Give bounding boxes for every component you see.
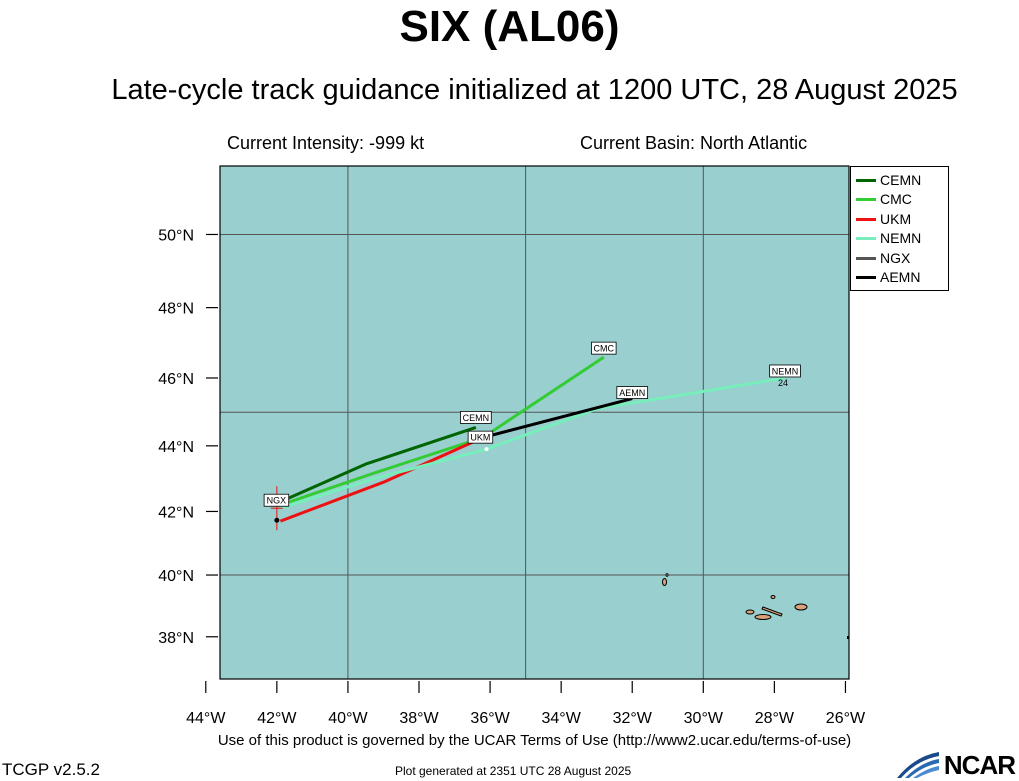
- track-label-cemn: CEMN: [460, 411, 492, 424]
- axis-ticks: 44°W 42°W 40°W 38°W 36°W 34°W 32°W 30°W 28°W 26°W…: [158, 227, 866, 727]
- track-label-box: [263, 493, 290, 507]
- lat-tick-label: 40°N: [158, 568, 194, 585]
- legend-swatch: [856, 217, 876, 221]
- island-sao-miguel-edge: [847, 636, 849, 639]
- legend-swatch: [856, 276, 876, 279]
- lon-tick-label: 40°W: [328, 710, 368, 727]
- ncar-swoosh-icon: [897, 752, 939, 778]
- track-label-box: [460, 411, 492, 424]
- track-label-text: CEMN: [463, 413, 490, 423]
- terms-of-use: Use of this product is governed by the U…: [217, 732, 852, 749]
- ocean-area: [220, 166, 849, 679]
- lat-tick-label: 42°N: [158, 504, 194, 521]
- lon-tick-label: 28°W: [755, 710, 795, 727]
- legend-swatch: [856, 237, 876, 241]
- track-ukm: [279, 437, 481, 523]
- track-label-text: UKM: [470, 433, 490, 443]
- track-label-nemn: NEMN: [769, 364, 801, 378]
- track-label-text: NEMN: [772, 366, 799, 376]
- lon-tick-label: 32°W: [613, 710, 653, 727]
- legend-label: NEMN: [880, 230, 922, 247]
- page-title: SIX (AL06): [399, 2, 620, 51]
- track-label-box: [769, 364, 801, 378]
- legend-label: AEMN: [880, 269, 921, 285]
- current-position-marker: [270, 486, 283, 531]
- lon-tick-label: 30°W: [684, 710, 724, 727]
- lat-tick-label: 50°N: [158, 227, 194, 244]
- generated-timestamp: Plot generated at 2351 UTC 28 August 202…: [395, 764, 632, 778]
- track-end-labels: CEMN CMC UKM NEMN 24 NGX AEMN: [263, 341, 801, 507]
- track-label-text: CMC: [594, 344, 615, 354]
- current-intensity: Current Intensity: -999 kt: [227, 133, 425, 153]
- legend-swatch: [856, 256, 876, 260]
- lat-tick-label: 44°N: [158, 439, 194, 456]
- lat-tick-label: 48°N: [158, 301, 194, 318]
- track-label-box: [467, 430, 494, 444]
- legend-swatch: [856, 179, 876, 182]
- track-label-cmc: CMC: [591, 341, 617, 355]
- lat-tick-label: 38°N: [158, 630, 194, 647]
- island-faial: [745, 609, 755, 615]
- lon-tick-label: 42°W: [257, 710, 297, 727]
- track-hour-label: 24: [778, 378, 788, 388]
- lon-tick-label: 34°W: [542, 710, 582, 727]
- current-position-dot: [274, 517, 280, 523]
- track-label-ukm: UKM: [467, 430, 494, 444]
- track-label-aemn: AEMN: [616, 386, 649, 399]
- lon-tick-label: 26°W: [826, 710, 866, 727]
- lon-tick-label: 44°W: [186, 710, 226, 727]
- island-pico: [754, 614, 772, 620]
- track-aemn: [482, 397, 633, 439]
- track-cemn: [279, 425, 477, 504]
- current-basin: Current Basin: North Atlantic: [580, 133, 808, 153]
- map-gridlines: [220, 166, 849, 679]
- track-label-box: [616, 386, 649, 399]
- legend-label: NGX: [880, 249, 911, 266]
- map-frame: [219, 165, 850, 680]
- legend-label: CEMN: [880, 172, 922, 188]
- lon-tick-label: 36°W: [470, 710, 510, 727]
- track-cmc: [279, 355, 605, 507]
- ncar-logo-text: NCAR: [943, 750, 1016, 780]
- island-terceira: [794, 603, 808, 611]
- track-label-text: NGX: [267, 496, 287, 506]
- lon-tick-label: 38°W: [399, 710, 439, 727]
- version-label: TCGP v2.5.2: [2, 760, 100, 779]
- legend: CEMN CMC UKM NEMN NGX AEMN: [850, 166, 949, 291]
- legend-label: CMC: [880, 191, 912, 208]
- island-sao-jorge: [761, 606, 783, 617]
- legend-swatch: [856, 198, 876, 202]
- page-subtitle: Late-cycle track guidance initialized at…: [111, 74, 958, 106]
- track-label-ngx: NGX: [263, 493, 290, 507]
- track-label-box: [591, 341, 617, 355]
- lat-tick-label: 46°N: [158, 371, 194, 388]
- track-label-text: AEMN: [619, 388, 645, 398]
- ncar-logo: NCAR: [895, 750, 1016, 780]
- island-graciosa: [770, 595, 776, 599]
- track-point-marker: [484, 447, 489, 452]
- island-flores: [662, 578, 667, 586]
- forecast-tracks: [279, 355, 786, 523]
- legend-label: UKM: [880, 210, 912, 227]
